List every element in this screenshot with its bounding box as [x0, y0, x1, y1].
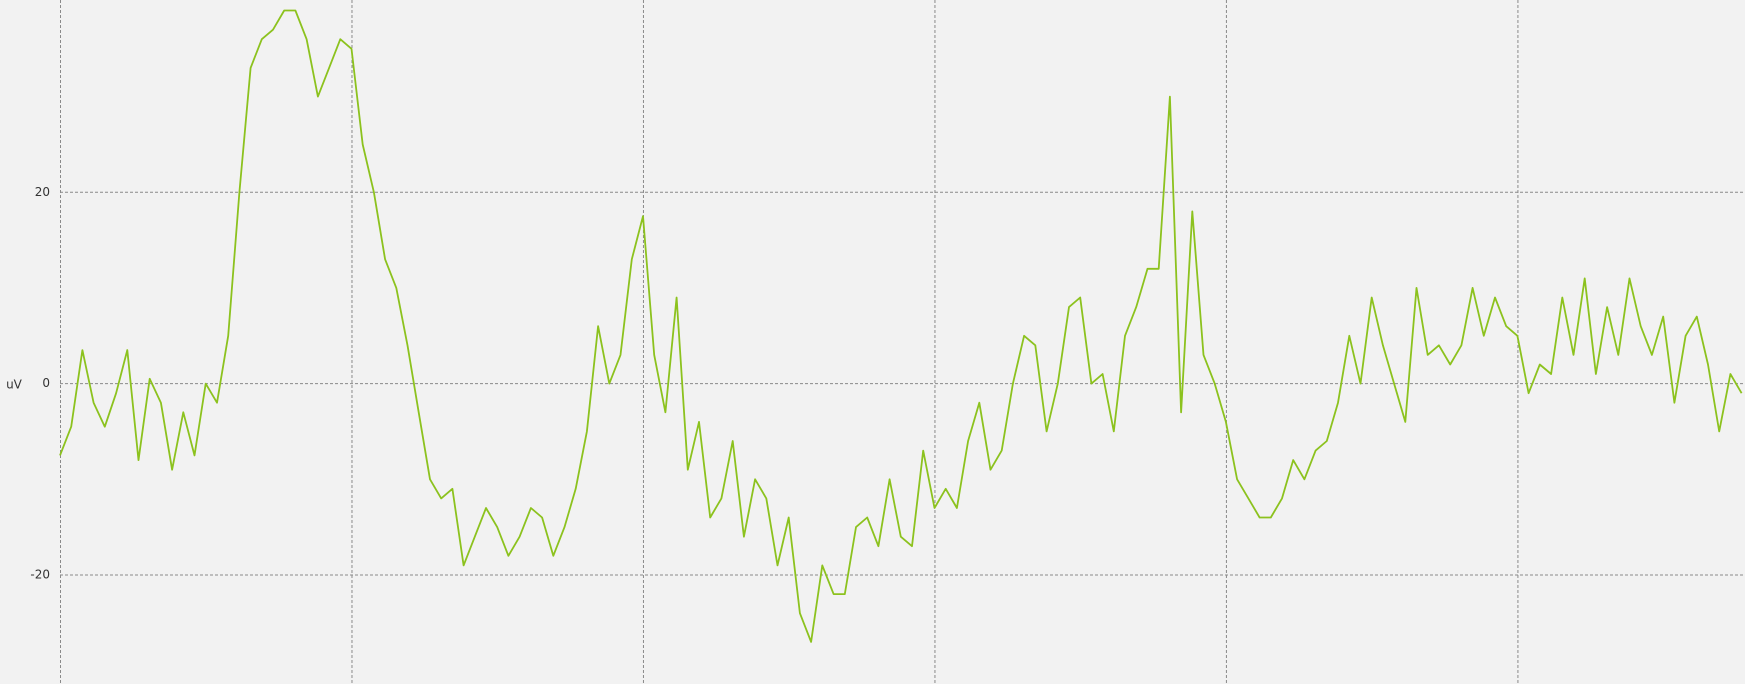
y-tick-label: -20: [30, 567, 50, 581]
y-tick-label: 0: [42, 376, 50, 390]
y-tick-label: 20: [35, 185, 50, 199]
y-axis-label: uV: [6, 378, 23, 392]
signal-line: [59, 9, 1743, 643]
